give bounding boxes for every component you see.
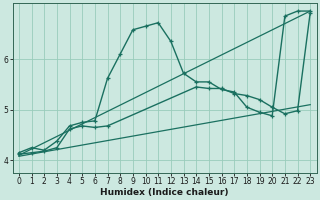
X-axis label: Humidex (Indice chaleur): Humidex (Indice chaleur): [100, 188, 229, 197]
